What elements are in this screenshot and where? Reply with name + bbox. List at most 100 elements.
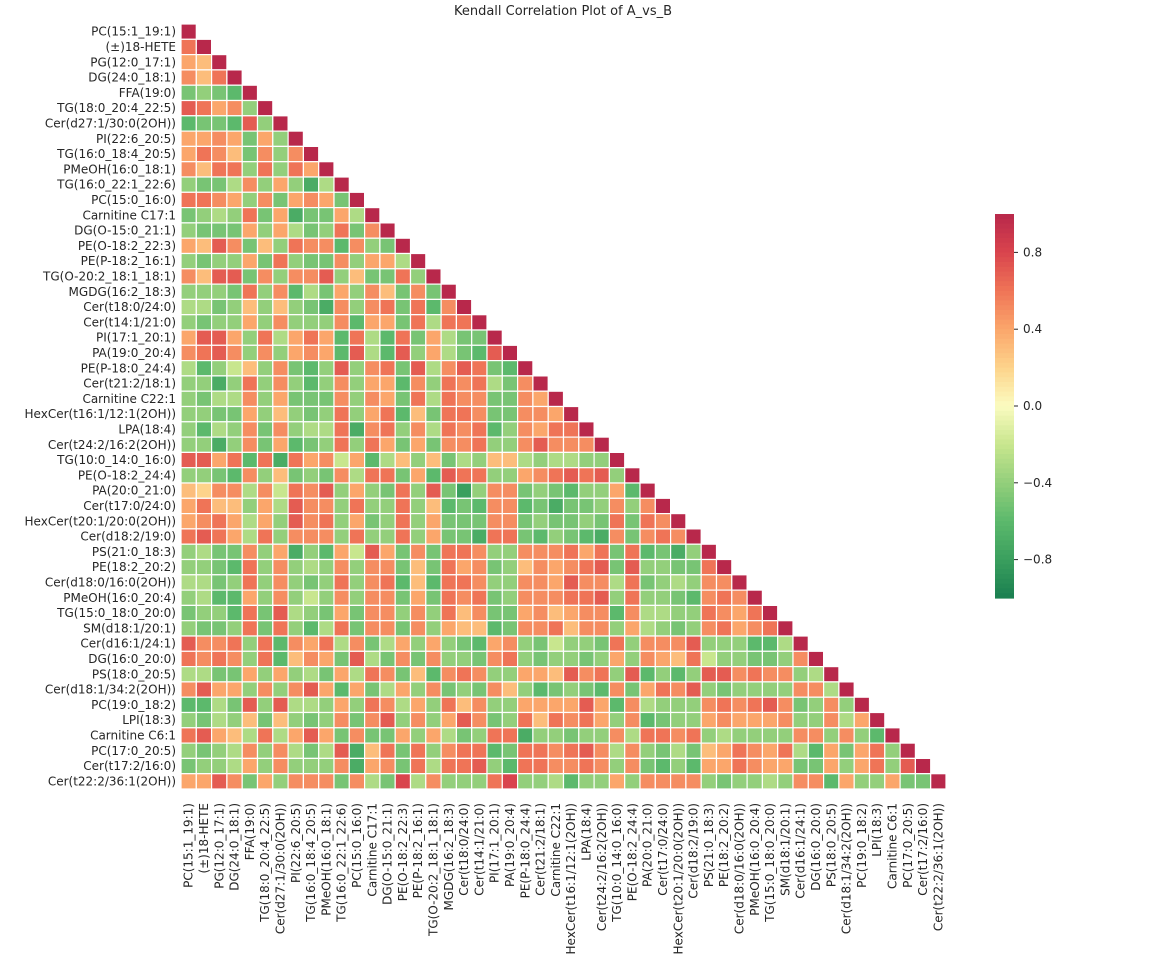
heatmap-cell	[654, 757, 672, 775]
heatmap-cell	[700, 635, 718, 652]
heatmap-cell	[364, 405, 381, 423]
heatmap-cell	[440, 665, 458, 683]
heatmap-cell	[256, 558, 274, 576]
heatmap-cell	[256, 497, 274, 515]
heatmap-cell	[287, 130, 305, 148]
heatmap-cell	[226, 589, 243, 606]
heatmap-cell	[792, 665, 809, 683]
heatmap-cell	[486, 773, 503, 790]
heatmap-cell	[287, 405, 305, 423]
heatmap-cell	[195, 53, 213, 71]
heatmap-cell	[348, 604, 366, 622]
heatmap-cell	[287, 252, 305, 270]
heatmap-cell	[440, 650, 458, 668]
heatmap-cell	[455, 620, 473, 637]
heatmap-cell	[241, 207, 259, 224]
heatmap-cell	[838, 742, 855, 759]
heatmap-cell	[455, 665, 473, 683]
heatmap-cell	[241, 773, 259, 790]
heatmap-cell	[593, 696, 610, 714]
heatmap-cell	[532, 497, 549, 515]
heatmap-cell	[195, 405, 213, 423]
x-tick-label: DG(16:0_20:0)	[809, 803, 823, 891]
heatmap-cell	[578, 497, 595, 515]
heatmap-cell	[226, 421, 243, 438]
heatmap-cell	[287, 528, 305, 545]
heatmap-cell	[195, 558, 213, 576]
heatmap-cell	[486, 375, 503, 392]
heatmap-cell	[287, 681, 305, 698]
heatmap-cell	[241, 314, 259, 331]
y-tick-label: PC(15:0_16:0)	[91, 193, 176, 207]
heatmap-cell	[409, 574, 427, 591]
heatmap-cell	[624, 512, 641, 530]
heatmap-cell	[379, 360, 396, 377]
heatmap-cell	[471, 650, 488, 668]
heatmap-cell	[348, 222, 366, 239]
heatmap-cell	[669, 727, 687, 744]
heatmap-cell	[409, 467, 427, 484]
heatmap-cell	[516, 665, 534, 683]
heatmap-cell	[241, 84, 259, 102]
heatmap-cell	[654, 574, 672, 591]
heatmap-cell	[302, 773, 320, 790]
heatmap-cell	[364, 773, 381, 790]
heatmap-cell	[501, 727, 519, 744]
x-tick-label: TG(16:0_18:4_20:5)	[304, 803, 318, 923]
heatmap-cell	[333, 665, 350, 683]
heatmap-cell	[486, 620, 503, 637]
heatmap-cell	[853, 696, 871, 714]
heatmap-cell	[669, 620, 687, 637]
heatmap-cell	[562, 482, 580, 499]
heatmap-cell	[195, 314, 213, 331]
heatmap-cell	[608, 727, 626, 744]
heatmap-cell	[715, 650, 733, 668]
heatmap-cell	[409, 512, 427, 530]
heatmap-cell	[226, 558, 243, 576]
heatmap-cell	[746, 635, 763, 652]
x-tick-label: PE(O-18:2_22:3)	[396, 803, 410, 901]
heatmap-cell	[425, 681, 442, 698]
heatmap-cell	[256, 482, 274, 499]
x-tick-label: FFA(19:0)	[243, 803, 257, 860]
heatmap-cell	[195, 130, 213, 148]
heatmap-cell	[379, 558, 396, 576]
heatmap-cell	[884, 742, 901, 759]
heatmap-cell	[608, 635, 626, 652]
heatmap-cell	[624, 543, 641, 561]
heatmap-cell	[425, 727, 442, 744]
heatmap-cell	[302, 421, 320, 438]
x-tick-label: PS(18:0_20:5)	[824, 803, 838, 887]
heatmap-cell	[256, 130, 274, 148]
heatmap-cell	[532, 543, 549, 561]
heatmap-cell	[455, 497, 473, 515]
heatmap-cell	[180, 375, 197, 392]
heatmap-cell	[578, 742, 595, 759]
heatmap-cell	[409, 436, 427, 454]
heatmap-cell	[593, 528, 610, 545]
heatmap-cell	[348, 467, 366, 484]
heatmap-cell	[364, 467, 381, 484]
heatmap-cell	[302, 558, 320, 576]
heatmap-cell	[211, 558, 228, 576]
heatmap-cell	[226, 665, 243, 683]
heatmap-cell	[379, 650, 396, 668]
heatmap-cell	[700, 604, 718, 622]
heatmap-cell	[287, 145, 305, 163]
heatmap-cell	[792, 773, 809, 790]
heatmap-cell	[180, 268, 197, 285]
heatmap-cell	[562, 604, 580, 622]
heatmap-cell	[593, 543, 610, 561]
colorbar-segment	[995, 473, 1014, 479]
heatmap-cell	[272, 222, 289, 239]
heatmap-cell	[364, 375, 381, 392]
heatmap-cell	[226, 436, 243, 454]
y-tick-label: PS(18:0_20:5)	[92, 667, 176, 681]
heatmap-cell	[547, 482, 565, 499]
colorbar-segment	[995, 353, 1014, 359]
heatmap-cell	[516, 773, 534, 790]
heatmap-cell	[409, 773, 427, 790]
heatmap-cell	[715, 665, 733, 683]
heatmap-cell	[318, 298, 335, 316]
heatmap-cell	[348, 421, 366, 438]
